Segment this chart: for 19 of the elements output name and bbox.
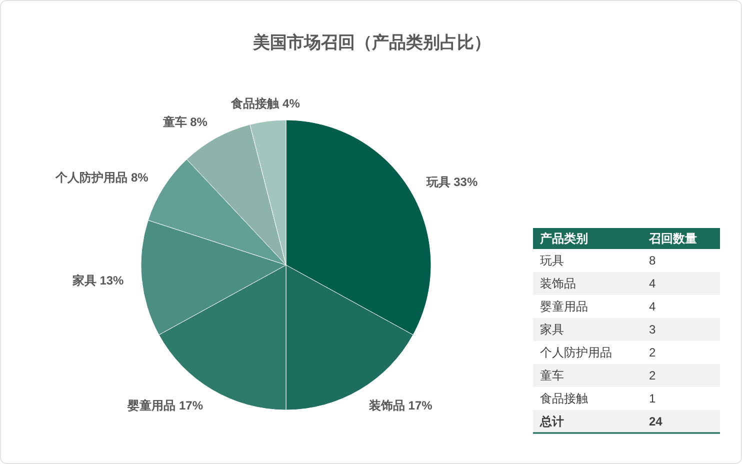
title: 美国市场召回（产品类别占比）	[253, 32, 491, 52]
table-category: 家具	[540, 322, 564, 336]
table-value: 4	[649, 300, 656, 314]
table-total-label: 总计	[540, 414, 564, 428]
table-value: 4	[649, 276, 656, 290]
table-value: 2	[649, 368, 656, 382]
table-category: 个人防护用品	[540, 346, 612, 360]
table-value: 3	[649, 322, 656, 336]
table-header: 召回数量	[649, 232, 697, 246]
table-value: 1	[649, 392, 656, 406]
table-category: 食品接触	[540, 392, 588, 406]
table-value: 2	[649, 346, 656, 360]
table-category: 玩具	[540, 254, 564, 268]
table-header: 产品类别	[540, 232, 588, 246]
table-category: 婴童用品	[540, 300, 588, 314]
table-total: 24	[649, 414, 662, 428]
table-category: 童车	[540, 368, 564, 382]
table-value: 8	[649, 254, 656, 268]
table-category: 装饰品	[540, 276, 576, 290]
